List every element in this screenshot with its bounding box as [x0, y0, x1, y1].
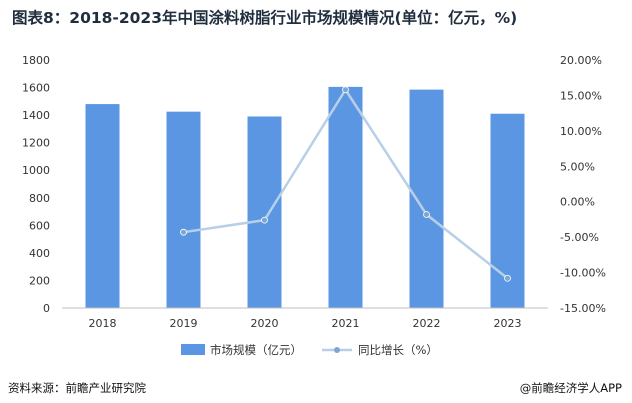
- growth-point: [261, 216, 268, 224]
- legend-line-label: 同比增长（%）: [358, 343, 438, 357]
- legend-bar-swatch: [181, 344, 205, 355]
- x-tick-label: 2021: [332, 317, 360, 330]
- x-axis: 2018 2019 2020 2021 2022 2023: [89, 317, 522, 330]
- right-tick-label: 5.00%: [560, 160, 595, 173]
- bar: [328, 86, 363, 308]
- bar: [166, 111, 201, 309]
- legend: 市场规模（亿元） 同比增长（%）: [181, 343, 438, 357]
- left-tick-label: 1200: [22, 137, 50, 150]
- legend-line-marker: [334, 347, 340, 353]
- growth-point: [504, 274, 511, 282]
- growth-point: [423, 211, 430, 218]
- left-tick-label: 1600: [22, 82, 50, 95]
- left-tick-label: 400: [29, 247, 50, 260]
- bar-series: [85, 86, 525, 309]
- growth-point: [180, 228, 187, 236]
- growth-point: [342, 86, 349, 94]
- right-tick-label: 10.00%: [560, 125, 602, 138]
- x-tick-label: 2018: [89, 317, 117, 330]
- left-tick-label: 0: [43, 302, 50, 315]
- right-tick-label: 0.00%: [560, 196, 595, 209]
- right-tick-label: -10.00%: [560, 267, 606, 280]
- x-tick-label: 2022: [413, 317, 441, 330]
- x-tick-label: 2023: [494, 317, 522, 330]
- bar: [247, 116, 282, 308]
- left-tick-label: 1400: [22, 109, 50, 122]
- right-tick-label: -5.00%: [560, 231, 599, 244]
- left-tick-label: 600: [29, 219, 50, 232]
- left-tick-label: 800: [29, 192, 50, 205]
- right-tick-label: 20.00%: [560, 54, 602, 67]
- brand-label: @前瞻经济学人APP: [519, 381, 622, 395]
- left-y-axis: 0 200 400 600 800 1000 1200 1400 1600 1800: [22, 54, 50, 315]
- left-tick-label: 200: [29, 274, 50, 287]
- x-tick-label: 2019: [170, 317, 198, 330]
- left-tick-label: 1800: [22, 54, 50, 67]
- chart-title: 图表8：2018-2023年中国涂料树脂行业市场规模情况(单位：亿元，%): [12, 9, 518, 27]
- right-tick-label: -15.00%: [560, 302, 606, 315]
- left-tick-label: 1000: [22, 164, 50, 177]
- right-y-axis: -15.00% -10.00% -5.00% 0.00% 5.00% 10.00% 15.0…: [560, 54, 606, 315]
- line-series: [180, 86, 511, 282]
- legend-bar-label: 市场规模（亿元）: [210, 343, 302, 357]
- bar: [85, 104, 120, 308]
- right-tick-label: 15.00%: [560, 89, 602, 102]
- bar: [409, 89, 444, 308]
- source-note: 资料来源：前瞻产业研究院: [8, 381, 146, 395]
- x-tick-label: 2020: [251, 317, 279, 330]
